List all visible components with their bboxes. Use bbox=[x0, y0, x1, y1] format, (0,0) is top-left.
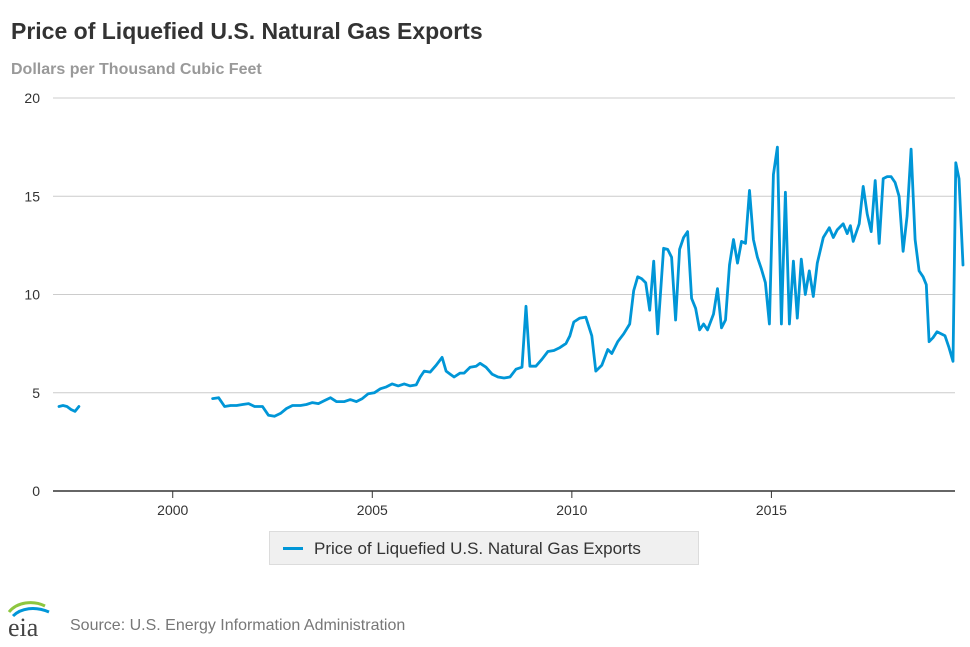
y-axis: 0 5 10 15 20 bbox=[24, 90, 40, 499]
x-tick-label: 2000 bbox=[157, 502, 188, 518]
logo-swoosh-green bbox=[7, 601, 46, 614]
legend[interactable]: Price of Liquefied U.S. Natural Gas Expo… bbox=[269, 531, 699, 565]
logo-swoosh-blue bbox=[11, 607, 50, 618]
eia-logo: eia bbox=[7, 601, 50, 640]
legend-label: Price of Liquefied U.S. Natural Gas Expo… bbox=[314, 539, 641, 558]
series-line-segment-1 bbox=[57, 404, 81, 413]
x-tick-label: 2010 bbox=[556, 502, 587, 518]
chart-subtitle: Dollars per Thousand Cubic Feet bbox=[11, 61, 262, 78]
grid-lines bbox=[53, 97, 955, 394]
x-tick-label: 2015 bbox=[756, 502, 787, 518]
series-line-segment-2 bbox=[211, 145, 965, 418]
x-axis: 2000 2005 2010 2015 bbox=[53, 490, 955, 518]
series-lines bbox=[57, 145, 965, 418]
source-note: Source: U.S. Energy Information Administ… bbox=[70, 617, 406, 634]
y-tick-label: 10 bbox=[24, 287, 40, 303]
y-tick-label: 5 bbox=[32, 385, 40, 401]
logo-text: eia bbox=[8, 613, 39, 640]
x-tick-label: 2005 bbox=[357, 502, 388, 518]
chart-title: Price of Liquefied U.S. Natural Gas Expo… bbox=[11, 18, 483, 44]
y-tick-label: 20 bbox=[24, 90, 40, 106]
y-tick-label: 15 bbox=[24, 188, 40, 204]
y-tick-label: 0 bbox=[32, 483, 40, 499]
legend-swatch bbox=[283, 547, 303, 550]
